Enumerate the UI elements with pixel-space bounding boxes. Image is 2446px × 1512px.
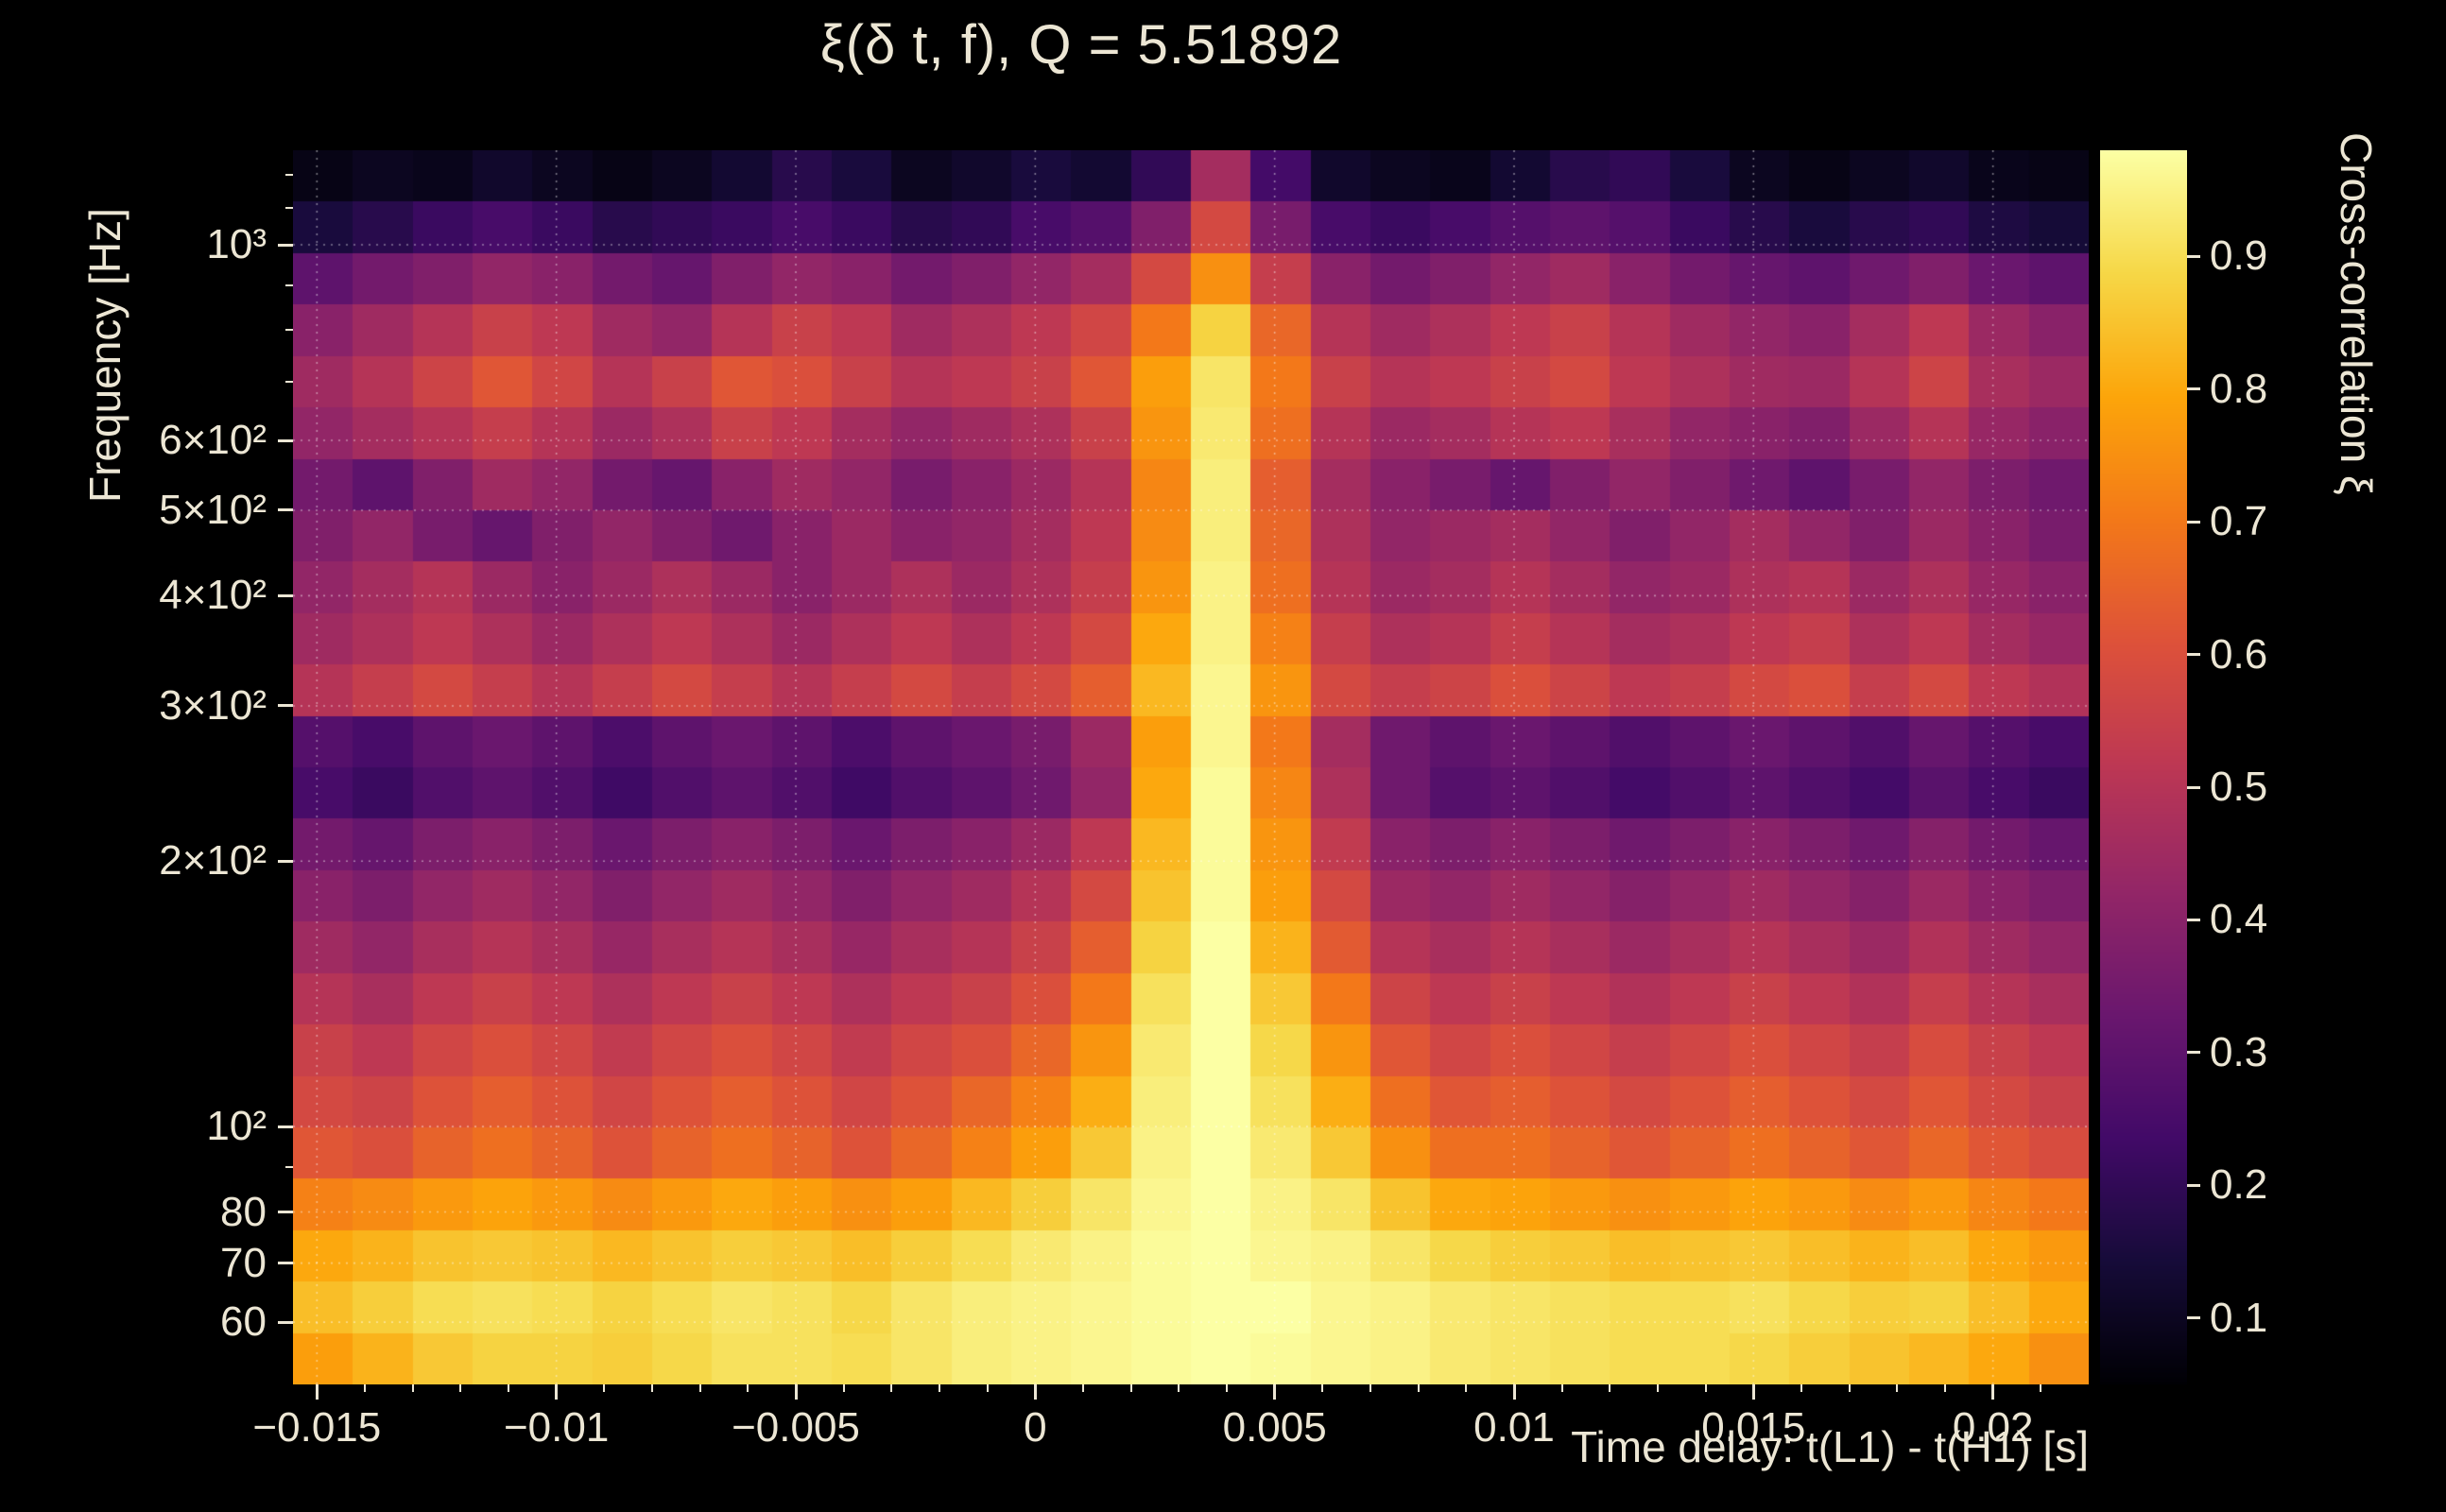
colorbar-tick-label: 0.6 (2210, 630, 2268, 678)
x-tick-mark (1991, 1384, 1995, 1400)
x-minor-tick-mark (508, 1384, 509, 1392)
x-minor-tick-mark (411, 1384, 414, 1392)
colorbar-tick-mark (2187, 254, 2200, 258)
heatmap-canvas (293, 150, 2089, 1384)
x-tick-label: 0.015 (1701, 1404, 1806, 1451)
y-tick-label: 2×10² (159, 837, 267, 885)
y-tick-label: 70 (220, 1239, 267, 1286)
x-tick-label: 0 (1024, 1404, 1047, 1451)
x-minor-tick-mark (1896, 1384, 1899, 1392)
x-tick-mark (1512, 1384, 1516, 1400)
x-minor-tick-mark (939, 1384, 940, 1392)
x-tick-label: 0.005 (1222, 1404, 1327, 1451)
y-minor-tick-mark (285, 174, 293, 177)
x-tick-mark (1033, 1384, 1037, 1400)
y-tick-label: 6×10² (159, 417, 267, 464)
colorbar-tick-mark (2187, 653, 2200, 657)
x-minor-tick-mark (747, 1384, 749, 1392)
x-minor-tick-mark (364, 1384, 366, 1392)
x-minor-tick-mark (1417, 1384, 1420, 1392)
x-minor-tick-mark (1226, 1384, 1228, 1392)
colorbar-tick-mark (2187, 387, 2200, 391)
y-tick-label: 5×10² (159, 486, 267, 533)
colorbar-tick-mark (2187, 785, 2200, 789)
colorbar-tick-label: 0.5 (2210, 764, 2268, 811)
colorbar-tick-mark (2187, 918, 2200, 921)
x-tick-label: −0.015 (252, 1404, 382, 1451)
y-tick-mark (278, 1125, 293, 1128)
x-minor-tick-mark (1944, 1384, 1946, 1392)
x-minor-tick-mark (1082, 1384, 1084, 1392)
x-minor-tick-mark (1465, 1384, 1468, 1392)
x-tick-mark (315, 1384, 319, 1400)
x-minor-tick-mark (2040, 1384, 2042, 1392)
chart-title: ξ(δ t, f), Q = 5.51892 (819, 14, 1343, 76)
x-minor-tick-mark (603, 1384, 606, 1392)
x-minor-tick-mark (1657, 1384, 1659, 1392)
x-minor-tick-mark (1800, 1384, 1802, 1392)
y-tick-mark (278, 438, 293, 442)
x-minor-tick-mark (890, 1384, 893, 1392)
y-tick-label: 60 (220, 1298, 267, 1346)
x-tick-label: 0.01 (1473, 1404, 1555, 1451)
x-tick-label: 0.02 (1952, 1404, 2034, 1451)
colorbar-tick-mark (2187, 1183, 2200, 1187)
y-tick-label: 10² (206, 1103, 267, 1150)
y-tick-label: 4×10² (159, 572, 267, 619)
x-tick-label: −0.005 (732, 1404, 860, 1451)
colorbar-tick-label: 0.8 (2210, 365, 2268, 412)
colorbar-tick-mark (2187, 1316, 2200, 1320)
colorbar-title: Cross-correlation ξ (2332, 132, 2381, 495)
colorbar-tick-label: 0.3 (2210, 1028, 2268, 1075)
colorbar (2100, 150, 2187, 1384)
y-tick-mark (278, 243, 293, 247)
x-minor-tick-mark (1848, 1384, 1851, 1392)
y-tick-label: 3×10² (159, 681, 267, 729)
colorbar-tick-label: 0.9 (2210, 232, 2268, 280)
y-minor-tick-mark (285, 207, 293, 210)
y-minor-tick-mark (285, 1165, 293, 1168)
x-minor-tick-mark (698, 1384, 701, 1392)
x-tick-mark (1273, 1384, 1277, 1400)
x-minor-tick-mark (1129, 1384, 1132, 1392)
x-minor-tick-mark (1321, 1384, 1324, 1392)
y-tick-mark (278, 1262, 293, 1265)
colorbar-tick-label: 0.1 (2210, 1294, 2268, 1341)
x-tick-label: −0.01 (503, 1404, 610, 1451)
x-minor-tick-mark (986, 1384, 989, 1392)
y-minor-tick-mark (285, 380, 293, 383)
colorbar-tick-label: 0.4 (2210, 896, 2268, 943)
x-minor-tick-mark (1369, 1384, 1371, 1392)
colorbar-tick-mark (2187, 1051, 2200, 1055)
x-minor-tick-mark (1178, 1384, 1180, 1392)
y-minor-tick-mark (285, 284, 293, 286)
x-minor-tick-mark (1560, 1384, 1563, 1392)
y-tick-mark (278, 704, 293, 708)
x-minor-tick-mark (459, 1384, 462, 1392)
x-tick-mark (794, 1384, 798, 1400)
y-tick-label: 10³ (206, 221, 267, 268)
y-tick-mark (278, 1211, 293, 1214)
x-minor-tick-mark (1704, 1384, 1707, 1392)
x-minor-tick-mark (651, 1384, 653, 1392)
x-tick-mark (1751, 1384, 1755, 1400)
y-tick-mark (278, 1320, 293, 1324)
x-minor-tick-mark (1609, 1384, 1611, 1392)
colorbar-tick-label: 0.2 (2210, 1161, 2268, 1209)
x-axis-title: Time delay: t(L1) - t(H1) [s] (1571, 1422, 2089, 1471)
y-tick-mark (278, 593, 293, 597)
x-minor-tick-mark (842, 1384, 845, 1392)
colorbar-tick-mark (2187, 520, 2200, 524)
y-tick-mark (278, 508, 293, 512)
x-tick-mark (555, 1384, 559, 1400)
colorbar-tick-label: 0.7 (2210, 498, 2268, 545)
y-tick-label: 80 (220, 1188, 267, 1235)
y-minor-tick-mark (285, 329, 293, 332)
y-tick-mark (278, 859, 293, 863)
